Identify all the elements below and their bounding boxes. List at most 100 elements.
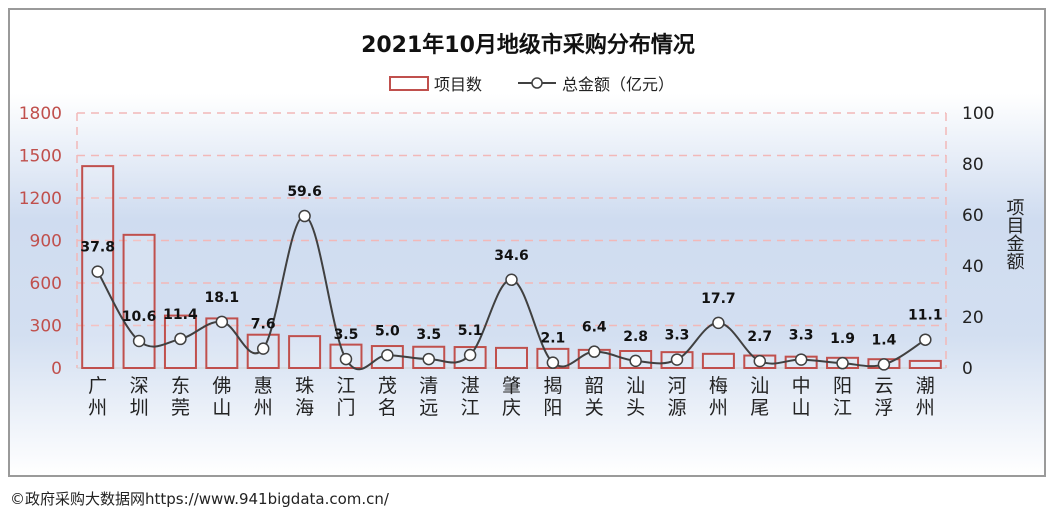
category-char: 汕 [626,375,645,397]
category-char: 江 [461,397,480,419]
category-char: 珠 [295,375,314,397]
amount-data-label: 5.0 [375,323,400,339]
category-char: 江 [336,375,355,397]
category-char: 关 [585,397,604,419]
category-char: 头 [626,397,645,419]
amount-point [298,209,311,223]
amount-data-label: 10.6 [122,309,157,325]
category-label: 汕头 [626,375,645,419]
amount-point [753,354,767,368]
amount-data-label: 1.9 [830,331,855,347]
category-label: 深圳 [130,375,149,419]
category-label: 梅州 [709,375,728,419]
category-char: 源 [668,397,687,419]
right-tick-label: 40 [962,257,984,277]
left-tick-label: 600 [30,274,62,294]
amount-point [174,332,187,346]
category-char: 中 [792,375,811,397]
category-char: 云 [874,375,893,397]
category-char: 湛 [461,375,480,397]
right-tick-label: 20 [962,308,984,328]
amount-data-label: 3.3 [665,328,690,344]
amount-data-label: 11.4 [163,307,198,323]
category-label: 揭阳 [543,375,562,419]
category-char: 山 [792,397,811,419]
right-axis-title: 项目金额 [1004,198,1025,270]
category-label: 广州 [88,375,107,419]
amount-data-label: 59.6 [287,184,322,200]
bar [122,233,156,369]
category-label: 韶关 [585,375,604,419]
category-char: 梅 [709,375,728,397]
line-series: 37.8 10.6 11.4 18.1 7.6 59.6 3.5 5.0 3.5 5.1 34.6 2… [80,184,943,371]
category-char: 阳 [543,397,562,419]
amount-data-label: 11.1 [908,308,943,324]
amount-point [215,315,229,329]
category-char: 州 [709,397,728,419]
amount-data-label: 6.4 [582,320,607,336]
category-label: 东莞 [171,375,190,419]
category-char: 广 [88,375,107,397]
x-axis: 广州深圳东莞佛山惠州珠海江门茂名清远湛江肇庆揭阳韶关汕头河源梅州汕尾中山阳江云浮… [88,375,935,419]
amount-data-label: 3.5 [416,327,441,343]
category-label: 珠海 [295,375,314,419]
right-tick-label: 0 [962,359,973,379]
category-label: 阳江 [833,375,852,419]
right-tick-label: 60 [962,206,984,226]
amount-point [256,342,270,355]
category-char: 州 [254,397,273,419]
category-char: 茂 [378,375,397,397]
legend: 项目数 总金额（亿元） [389,75,674,94]
category-label: 云浮 [874,375,893,419]
category-label: 惠州 [254,375,273,419]
category-label: 茂名 [378,375,397,419]
category-char: 尾 [750,397,769,419]
left-tick-label: 1800 [19,104,62,124]
category-label: 河源 [668,375,687,419]
amount-point [588,345,601,358]
category-char: 深 [130,375,149,397]
amount-point [836,356,849,370]
category-char: 圳 [130,397,149,419]
right-tick-label: 80 [962,155,984,175]
amount-data-label: 18.1 [205,290,240,306]
category-char: 韶 [585,375,604,397]
chart-frame [8,8,1046,477]
category-char: 庆 [502,397,521,419]
category-char: 莞 [171,397,190,419]
category-label: 肇庆 [502,375,521,419]
amount-point [463,348,477,362]
amount-point [794,353,808,366]
category-char: 山 [212,397,231,419]
amount-data-label: 37.8 [80,240,115,256]
category-label: 佛山 [212,375,231,419]
category-char: 州 [88,397,107,419]
category-label: 汕尾 [750,375,769,419]
amount-point [132,334,146,348]
amount-data-label: 2.8 [623,329,648,345]
right-axis: 0 20 40 60 80 100 [962,104,994,379]
amount-point [919,333,932,346]
category-char: 名 [378,397,397,419]
category-char: 远 [419,397,438,419]
category-label: 江门 [336,375,355,419]
amount-point [546,356,560,369]
category-char: 门 [336,397,355,419]
bar [908,359,942,369]
bar [288,335,322,369]
category-char: 州 [916,397,935,419]
amount-point [877,358,891,371]
amount-data-label: 3.5 [334,327,359,343]
left-tick-label: 1500 [19,147,62,167]
amount-data-label: 5.1 [458,323,483,339]
category-char: 江 [833,397,852,419]
category-char: 潮 [916,375,935,397]
category-char: 佛 [212,375,231,397]
bar [495,346,528,369]
amount-point [670,353,684,366]
source-credit: ©政府采购大数据网https://www.941bigdata.com.cn/ [10,490,389,508]
left-tick-label: 900 [30,232,62,252]
category-char: 肇 [502,375,521,397]
category-label: 潮州 [916,375,935,419]
